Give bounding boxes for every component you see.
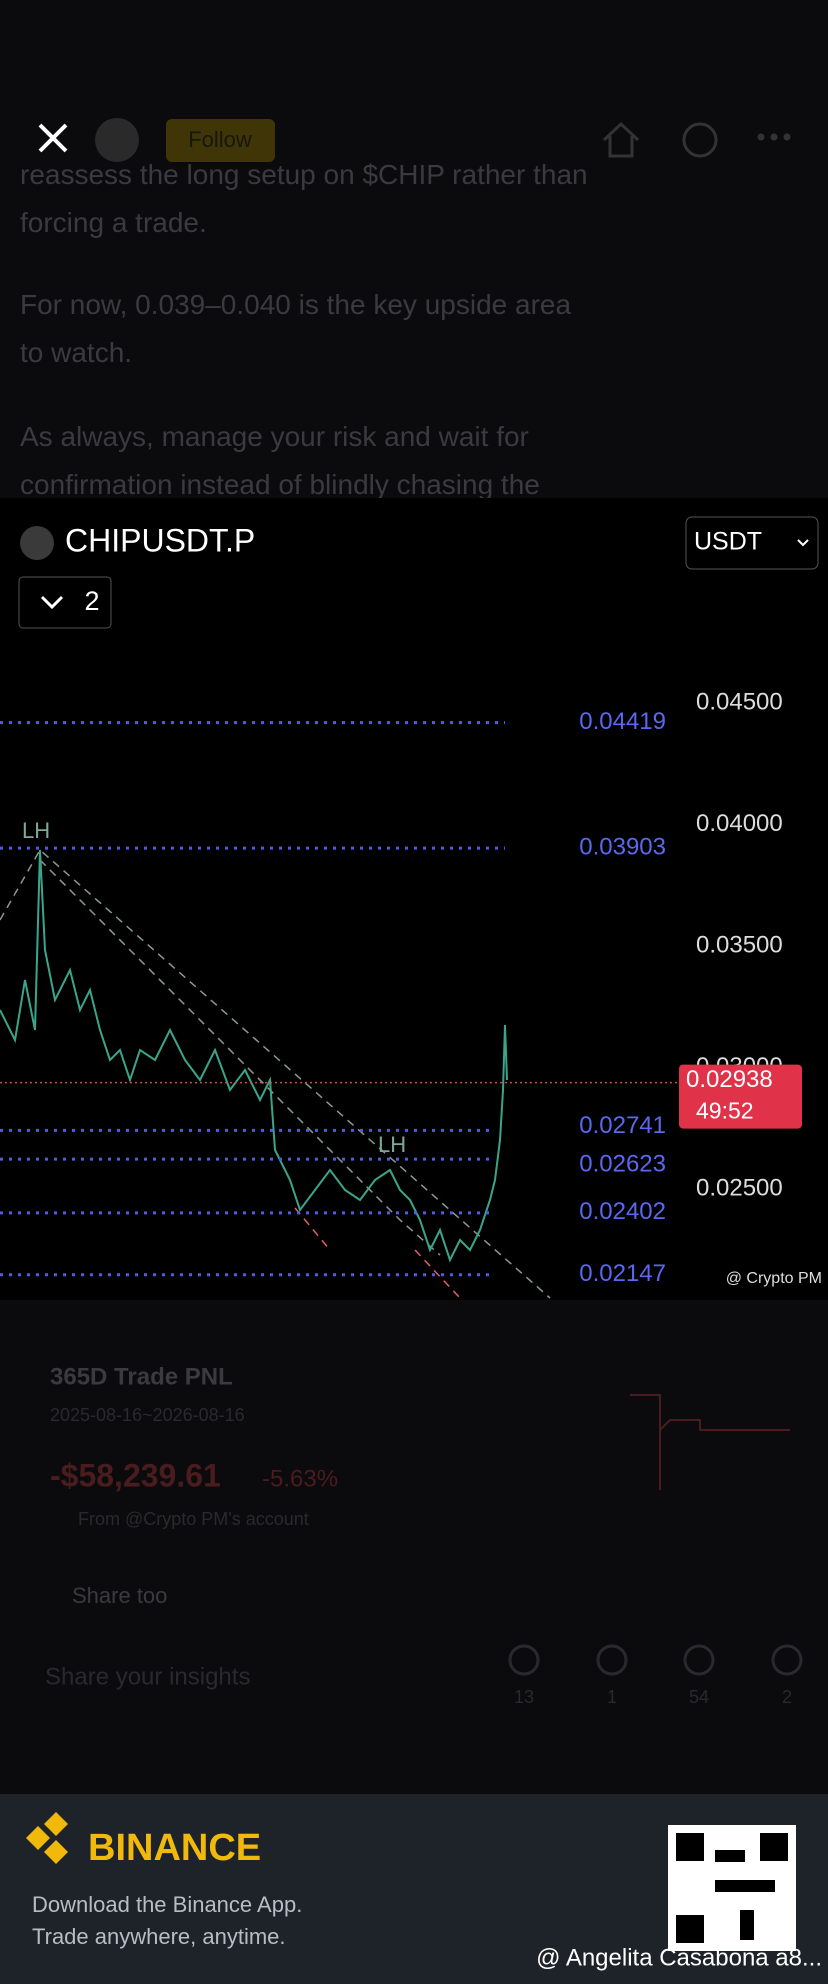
action-count: 54 <box>689 1687 709 1707</box>
price-axis-label: 0.04000 <box>696 810 783 837</box>
more-icon[interactable] <box>757 133 791 141</box>
action-icon <box>596 1644 628 1676</box>
action-count: 13 <box>514 1687 534 1707</box>
follow-button[interactable] <box>166 119 275 162</box>
price-axis-label: 0.02500 <box>696 1174 783 1201</box>
countdown: 49:52 <box>696 1098 754 1124</box>
pnl-source: From @Crypto PM's account <box>78 1509 309 1529</box>
tip-icon[interactable] <box>682 122 718 158</box>
level-label: 0.03903 <box>579 833 666 860</box>
last-price: 0.02938 <box>686 1066 773 1093</box>
post-paragraph: reassess the long setup on $CHIP rather … <box>20 159 588 238</box>
price-axis-label: 0.03500 <box>696 931 783 958</box>
level-label: 0.02402 <box>579 1198 666 1225</box>
level-label: 0.04419 <box>579 708 666 735</box>
select-caret <box>797 539 809 547</box>
chart-panel <box>0 498 828 1300</box>
symbol: CHIPUSDT.P <box>65 522 255 558</box>
support-lines <box>294 1207 461 1299</box>
share-label[interactable]: Share too <box>72 1583 167 1608</box>
action-count: 2 <box>782 1687 792 1707</box>
brand: BINANCE <box>88 1827 261 1869</box>
avatar[interactable] <box>95 118 139 162</box>
price-path <box>0 849 508 1263</box>
action-icon <box>508 1644 540 1676</box>
action-count: 1 <box>607 1687 617 1707</box>
pnl-percent: -5.63% <box>262 1465 338 1492</box>
pnl-sparkline <box>630 1394 790 1490</box>
trend-lines <box>0 848 551 1299</box>
follow-label: Follow <box>188 127 252 152</box>
pnl-period: 2025-08-16~2026-08-16 <box>50 1405 245 1425</box>
currency-label: USDT <box>694 528 762 556</box>
price-axis-label: 0.04500 <box>696 688 783 715</box>
qr-pattern <box>676 1833 788 1943</box>
footer-line: Trade anywhere, anytime. <box>32 1924 286 1949</box>
binance-logo <box>26 1812 68 1864</box>
watermark: @ Crypto PM <box>726 1270 822 1287</box>
indicator-toggle[interactable] <box>18 576 112 629</box>
credit: @ Angelita Casabona a8... <box>536 1944 822 1971</box>
coin-icon <box>20 526 54 560</box>
pnl-title: 365D Trade PNL <box>50 1363 233 1390</box>
pnl-amount: -$58,239.61 <box>50 1457 221 1493</box>
action-icon <box>771 1644 803 1676</box>
level-label: 0.02147 <box>579 1260 666 1287</box>
indicator-count: 2 <box>84 586 99 616</box>
level-label: 0.02623 <box>579 1150 666 1177</box>
action-icon <box>683 1644 715 1676</box>
share-input[interactable]: Share your insights <box>45 1663 250 1690</box>
annotation: LH <box>378 1132 406 1157</box>
last-price-box <box>679 1064 802 1129</box>
post-paragraph: For now, 0.039–0.040 is the key upside a… <box>20 289 571 368</box>
annotation: LH <box>22 818 50 843</box>
close-button[interactable] <box>38 123 68 153</box>
home-icon[interactable] <box>602 121 640 158</box>
footer-line: Download the Binance App. <box>32 1892 302 1917</box>
level-label: 0.02741 <box>579 1112 666 1139</box>
currency-select[interactable] <box>685 516 819 570</box>
toggle-caret <box>40 595 64 610</box>
